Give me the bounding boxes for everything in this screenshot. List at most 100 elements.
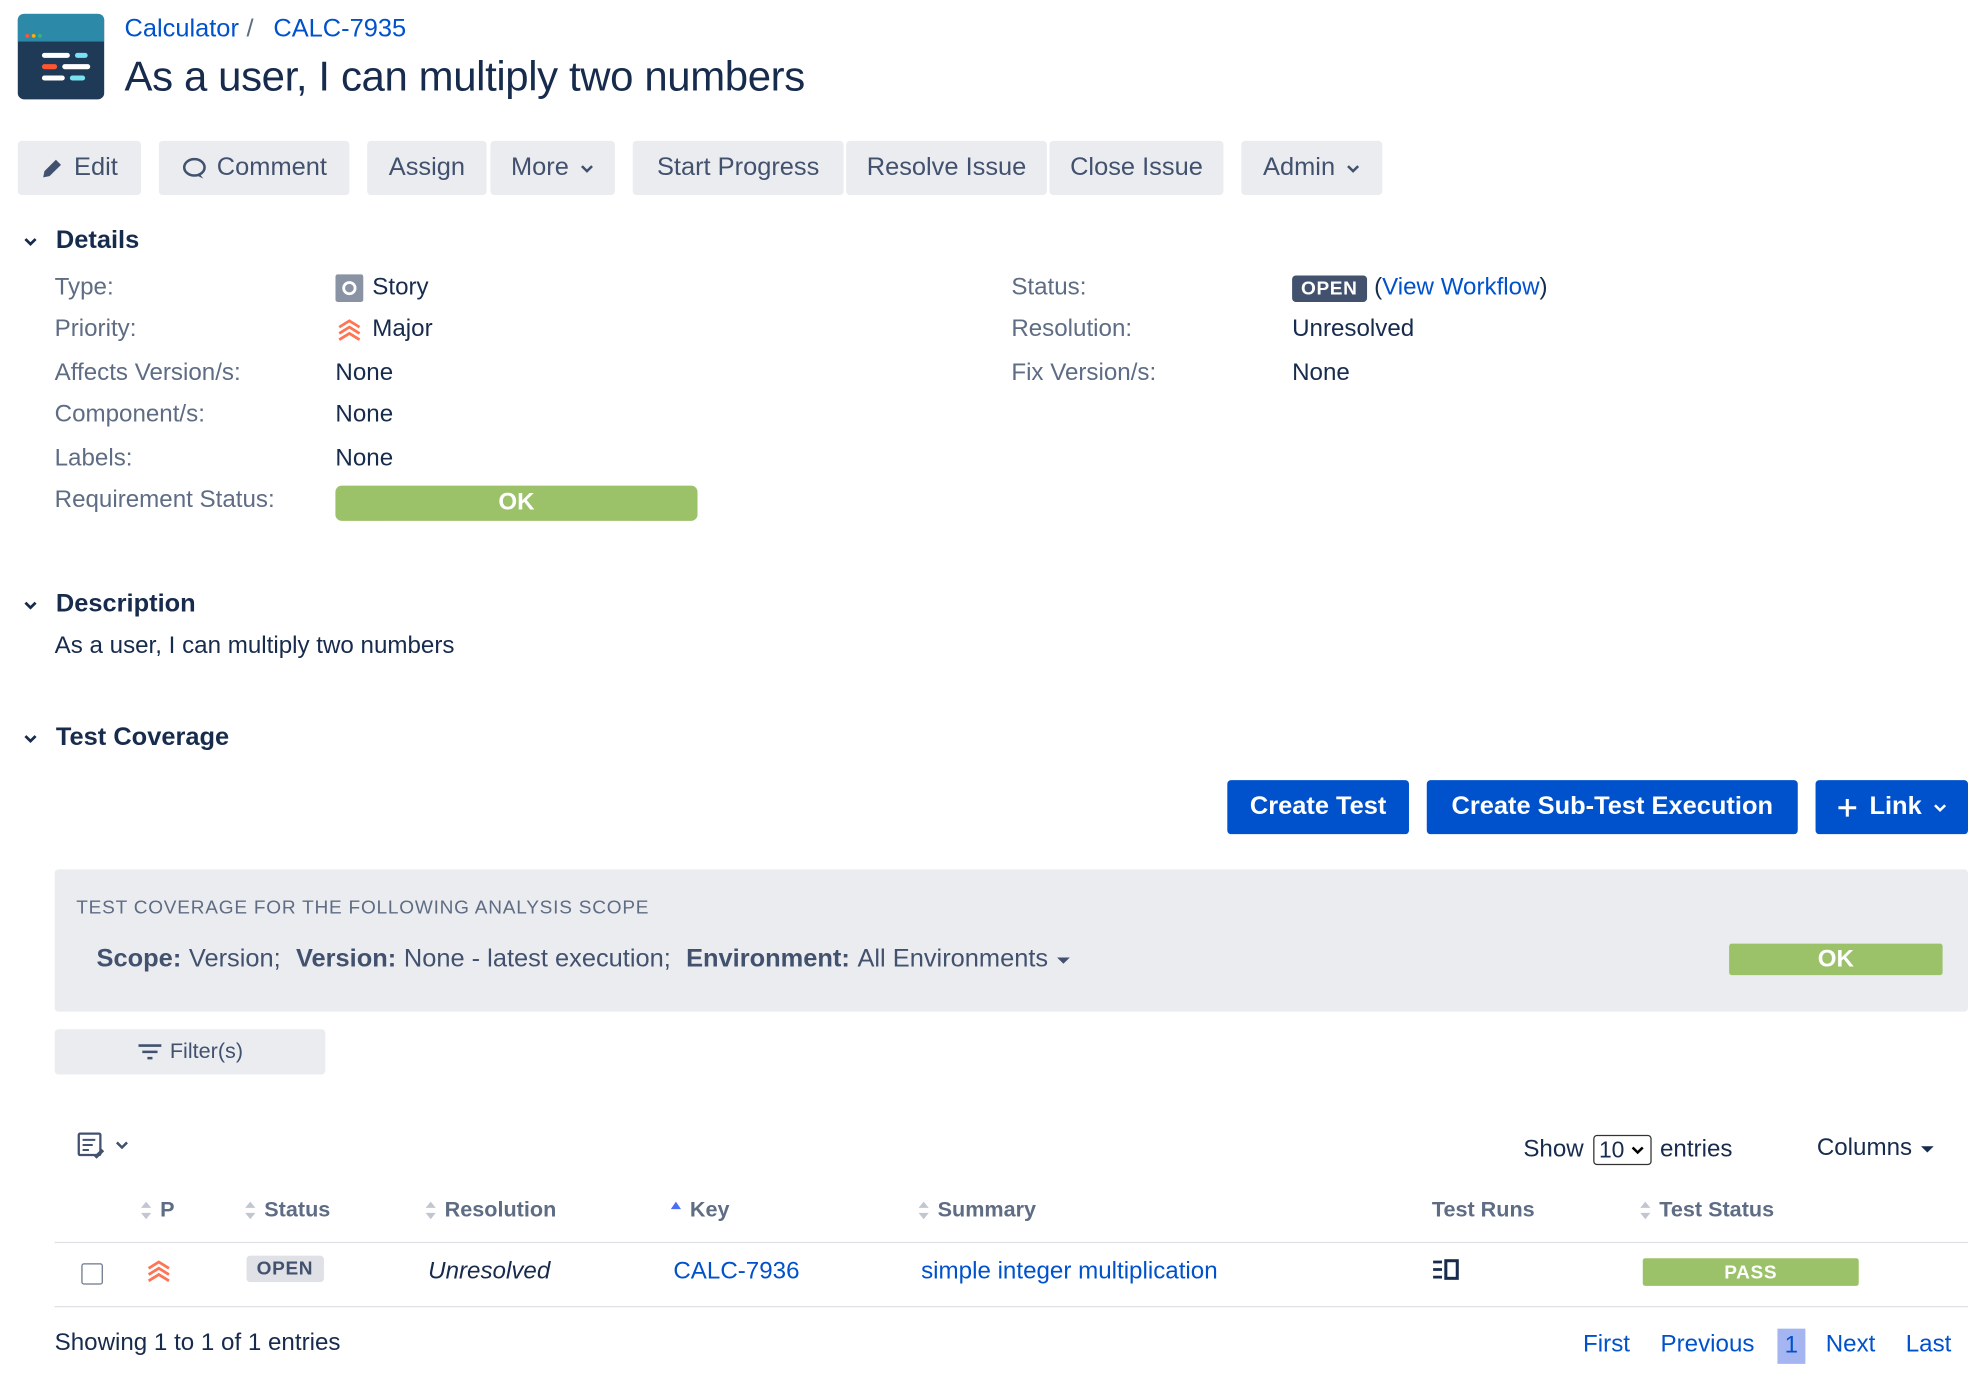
pagination-current-page[interactable]: 1 (1777, 1328, 1806, 1364)
status-badge: OPEN (1292, 274, 1367, 302)
components-label: Component/s: (54, 401, 205, 428)
row-status-badge: OPEN (246, 1255, 324, 1283)
collapse-toggle-icon[interactable] (18, 592, 43, 617)
sort-icon (1640, 1201, 1651, 1220)
breadcrumb-project-link[interactable]: Calculator (124, 15, 239, 43)
filters-label: Filter(s) (169, 1039, 244, 1064)
column-header-test-status[interactable]: Test Status (1639, 1198, 1774, 1223)
admin-dropdown[interactable]: Admin (1241, 140, 1383, 196)
close-issue-button[interactable]: Close Issue (1049, 140, 1224, 196)
admin-label: Admin (1263, 153, 1336, 182)
assign-label: Assign (388, 153, 466, 182)
scope-selector[interactable]: Scope: Version; Version: None - latest e… (97, 945, 1071, 974)
view-workflow-link[interactable]: View Workflow (1382, 274, 1540, 301)
pagination-first[interactable]: First (1583, 1331, 1630, 1358)
plus-icon (1838, 798, 1857, 816)
components-value: None (335, 401, 394, 428)
row-resolution: Unresolved (428, 1258, 551, 1285)
labels-label: Labels: (54, 445, 133, 472)
collapse-toggle-icon[interactable] (18, 725, 43, 750)
description-text: As a user, I can multiply two numbers (54, 632, 455, 660)
more-dropdown[interactable]: More (490, 140, 615, 196)
sort-icon (425, 1201, 436, 1220)
column-header-summary[interactable]: Summary (917, 1198, 1036, 1223)
breadcrumb-separator: / (246, 15, 254, 43)
comment-button[interactable]: Comment (158, 140, 350, 196)
description-section-header[interactable]: Description (18, 590, 196, 619)
collapse-toggle-icon[interactable] (18, 228, 43, 253)
column-header-test-status-label: Test Status (1659, 1197, 1775, 1222)
column-header-key[interactable]: Key (670, 1198, 730, 1223)
priority-value: Major (335, 315, 433, 344)
show-label: Show (1523, 1136, 1584, 1163)
export-menu-button[interactable] (76, 1130, 129, 1160)
type-text: Story (372, 274, 429, 301)
scope-status-badge: OK (1729, 943, 1943, 976)
chevron-down-icon (580, 164, 593, 173)
affects-version-value: None (335, 359, 394, 387)
table-row: OPEN Unresolved CALC-7936 simple integer… (54, 1243, 1969, 1308)
status-value: OPEN (View Workflow) (1292, 274, 1548, 302)
columns-label: Columns (1816, 1134, 1913, 1162)
analysis-scope-panel: TEST COVERAGE FOR THE FOLLOWING ANALYSIS… (54, 869, 1969, 1012)
resolve-issue-button[interactable]: Resolve Issue (846, 140, 1047, 196)
assign-button[interactable]: Assign (367, 140, 487, 196)
chevron-down-icon (1933, 803, 1946, 812)
pagination-previous[interactable]: Previous (1660, 1331, 1755, 1358)
row-checkbox[interactable] (81, 1263, 103, 1285)
test-runs-icon[interactable] (1432, 1258, 1460, 1283)
row-summary-link[interactable]: simple integer multiplication (921, 1258, 1218, 1285)
column-header-resolution[interactable]: Resolution (424, 1198, 556, 1223)
description-heading: Description (55, 590, 196, 618)
create-sub-test-execution-button[interactable]: Create Sub-Test Execution (1426, 780, 1798, 835)
column-header-p-label: P (160, 1197, 175, 1222)
edit-label: Edit (74, 153, 118, 182)
table-header-divider (54, 1241, 1969, 1244)
comment-label: Comment (216, 153, 327, 182)
priority-text: Major (372, 315, 433, 343)
priority-label: Priority: (54, 315, 137, 343)
caret-down-icon (1920, 1146, 1934, 1153)
pagination-next[interactable]: Next (1825, 1331, 1876, 1358)
row-test-status-badge: PASS (1642, 1258, 1859, 1286)
entries-select[interactable]: 10 (1592, 1134, 1652, 1166)
chevron-down-icon (1346, 164, 1359, 173)
type-label: Type: (54, 274, 114, 301)
pencil-icon (43, 159, 62, 177)
row-key-link[interactable]: CALC-7936 (673, 1258, 800, 1285)
sort-icon (918, 1201, 929, 1220)
breadcrumb-issue-link[interactable]: CALC-7935 (273, 15, 407, 43)
sort-icon (141, 1201, 152, 1220)
environment-value: All Environments (857, 944, 1049, 973)
columns-dropdown[interactable]: Columns (1817, 1135, 1935, 1163)
requirement-status-badge: OK (335, 485, 698, 521)
column-header-status-label: Status (264, 1197, 331, 1222)
environment-key: Environment: (686, 944, 850, 973)
create-test-button[interactable]: Create Test (1227, 780, 1409, 835)
column-header-resolution-label: Resolution (444, 1197, 557, 1222)
details-section-header[interactable]: Details (18, 226, 139, 255)
breadcrumb: Calculator / CALC-7935 (125, 15, 407, 44)
requirement-status-label: Requirement Status: (54, 486, 275, 514)
start-progress-button[interactable]: Start Progress (632, 140, 844, 196)
test-coverage-section-header[interactable]: Test Coverage (18, 723, 229, 752)
column-header-p[interactable]: P (140, 1197, 175, 1223)
status-label: Status: (1011, 274, 1087, 301)
sort-ascending-icon (670, 1201, 681, 1210)
project-logo (17, 13, 105, 100)
sort-icon (245, 1201, 256, 1220)
link-dropdown-button[interactable]: Link (1815, 780, 1969, 835)
column-header-key-label: Key (689, 1197, 730, 1222)
close-issue-label: Close Issue (1070, 153, 1203, 182)
pagination-last[interactable]: Last (1905, 1331, 1952, 1358)
caret-down-icon (1057, 956, 1070, 964)
edit-button[interactable]: Edit (17, 140, 142, 196)
chevron-down-icon (1631, 1146, 1644, 1155)
resolution-value: Unresolved (1292, 315, 1415, 343)
type-value: Story (335, 274, 429, 302)
fix-version-label: Fix Version/s: (1011, 359, 1157, 387)
version-key: Version: (295, 944, 397, 973)
filters-button[interactable]: Filter(s) (54, 1029, 326, 1075)
priority-major-icon (338, 319, 361, 341)
column-header-status[interactable]: Status (244, 1198, 330, 1223)
